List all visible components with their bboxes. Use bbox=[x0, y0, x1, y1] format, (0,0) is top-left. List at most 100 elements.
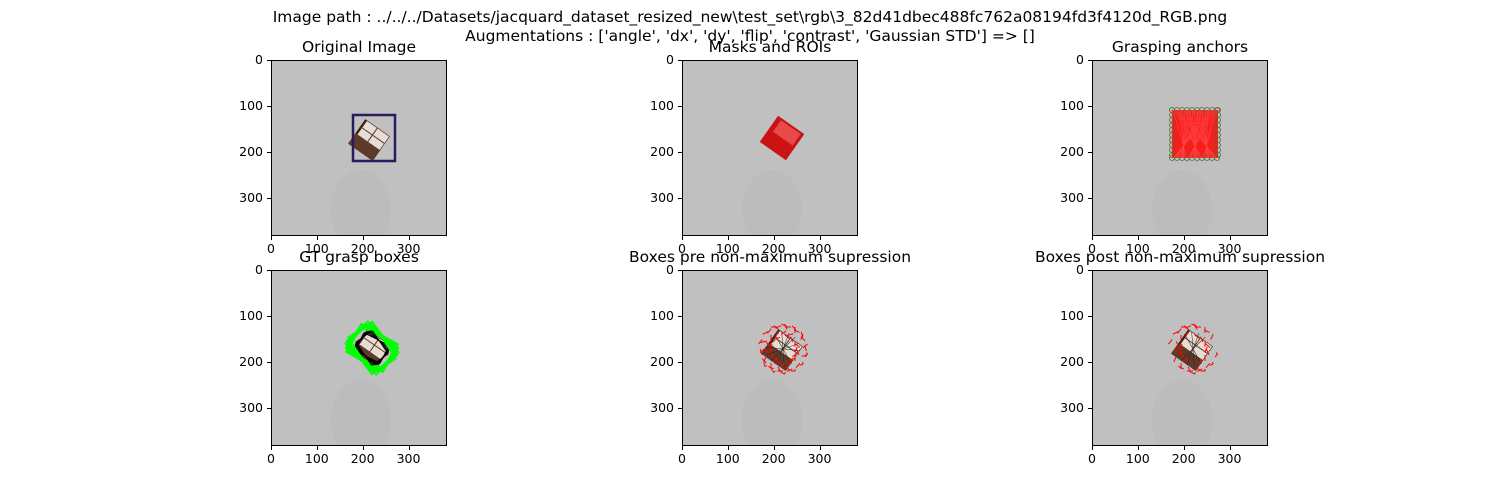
axes-frame bbox=[271, 60, 447, 236]
x-tickmark bbox=[682, 446, 683, 450]
y-tickmark bbox=[267, 407, 271, 409]
y-tickmark bbox=[267, 270, 271, 271]
panel-original bbox=[271, 60, 447, 250]
x-tickmark bbox=[1137, 236, 1139, 240]
y-tick-label: 100 bbox=[1060, 97, 1084, 113]
x-tickmark bbox=[271, 236, 272, 240]
panel-title-anchors: Grasping anchors bbox=[1111, 38, 1249, 56]
y-tick-label: 200 bbox=[650, 143, 674, 159]
y-tickmark bbox=[678, 151, 682, 153]
y-tickmark bbox=[1088, 361, 1092, 363]
x-tickmark bbox=[1137, 446, 1139, 450]
y-tickmark bbox=[678, 315, 682, 317]
y-tickmark bbox=[678, 361, 682, 363]
y-tickmark bbox=[267, 315, 271, 317]
y-tick-label: 200 bbox=[1060, 143, 1084, 159]
x-tickmark bbox=[1229, 236, 1231, 240]
axes-frame bbox=[271, 270, 447, 446]
y-tick-label: 300 bbox=[1060, 189, 1084, 205]
x-tick-label: 0 bbox=[267, 241, 275, 256]
panel-title-original: Original Image bbox=[301, 38, 417, 56]
figure-title-line1: Image path : ../../../Datasets/jacquard_… bbox=[272, 8, 1228, 26]
y-tick-label: 100 bbox=[239, 97, 263, 113]
x-tickmark bbox=[1092, 236, 1093, 240]
x-tickmark bbox=[408, 236, 410, 240]
x-tickmark bbox=[1183, 446, 1185, 450]
y-tickmark bbox=[1088, 407, 1092, 409]
x-tick-label: 200 bbox=[761, 451, 786, 466]
x-tickmark bbox=[819, 446, 821, 450]
y-tick-label: 100 bbox=[1060, 307, 1084, 323]
panel-title-masks: Masks and ROIs bbox=[708, 38, 832, 56]
y-tickmark bbox=[678, 407, 682, 409]
x-tick-label: 0 bbox=[267, 451, 275, 466]
y-tick-label: 300 bbox=[1060, 399, 1084, 415]
x-tick-label: 200 bbox=[761, 241, 786, 256]
y-tickmark bbox=[678, 60, 682, 61]
gt-grasp-boxes bbox=[344, 320, 400, 376]
x-tick-label: 300 bbox=[807, 241, 832, 256]
panel-title-post: Boxes post non-maximum supression bbox=[1034, 248, 1326, 266]
x-tick-label: 200 bbox=[350, 241, 375, 256]
x-tick-label: 200 bbox=[1171, 451, 1196, 466]
x-tickmark bbox=[271, 446, 272, 450]
y-tickmark bbox=[1088, 151, 1092, 153]
x-tick-label: 100 bbox=[304, 451, 329, 466]
y-tickmark bbox=[1088, 60, 1092, 61]
x-tickmark bbox=[773, 446, 775, 450]
y-tickmark bbox=[678, 270, 682, 271]
x-tick-label: 0 bbox=[678, 241, 686, 256]
y-tickmark bbox=[267, 105, 271, 107]
panel-post bbox=[1092, 270, 1268, 460]
y-tick-label: 300 bbox=[239, 189, 263, 205]
y-tick-label: 100 bbox=[650, 97, 674, 113]
y-tick-label: 200 bbox=[239, 143, 263, 159]
y-tick-label: 0 bbox=[666, 52, 674, 67]
panel-title-pre: Boxes pre non-maximum supression bbox=[628, 248, 912, 266]
x-tick-label: 300 bbox=[807, 451, 832, 466]
x-tick-label: 100 bbox=[1125, 241, 1150, 256]
x-tickmark bbox=[727, 446, 729, 450]
y-tickmark bbox=[267, 60, 271, 61]
y-tick-label: 0 bbox=[1076, 262, 1084, 277]
y-tickmark bbox=[1088, 315, 1092, 317]
panel-gt bbox=[271, 270, 447, 460]
x-tick-label: 0 bbox=[678, 451, 686, 466]
y-tick-label: 200 bbox=[239, 353, 263, 369]
panel-title-gt: GT grasp boxes bbox=[299, 248, 419, 266]
y-tickmark bbox=[678, 105, 682, 107]
axes-frame bbox=[1092, 60, 1268, 236]
x-tick-label: 0 bbox=[1088, 241, 1096, 256]
x-tickmark bbox=[1183, 236, 1185, 240]
x-tick-label: 200 bbox=[1171, 241, 1196, 256]
y-tick-label: 0 bbox=[255, 52, 263, 67]
x-tick-label: 100 bbox=[304, 241, 329, 256]
y-tickmark bbox=[1088, 197, 1092, 199]
y-tickmark bbox=[678, 197, 682, 199]
y-tick-label: 300 bbox=[239, 399, 263, 415]
x-tick-label: 100 bbox=[1125, 451, 1150, 466]
y-tick-label: 100 bbox=[650, 307, 674, 323]
cube-object bbox=[348, 119, 390, 161]
y-tickmark bbox=[1088, 105, 1092, 107]
x-tickmark bbox=[682, 236, 683, 240]
y-tickmark bbox=[267, 151, 271, 153]
x-tickmark bbox=[316, 446, 318, 450]
y-tick-label: 200 bbox=[1060, 353, 1084, 369]
x-tickmark bbox=[773, 236, 775, 240]
x-tick-label: 300 bbox=[396, 451, 421, 466]
mask-region bbox=[759, 115, 805, 161]
x-tickmark bbox=[408, 446, 410, 450]
y-tick-label: 0 bbox=[666, 262, 674, 277]
axes-frame bbox=[682, 270, 858, 446]
x-tick-label: 300 bbox=[396, 241, 421, 256]
x-tick-label: 100 bbox=[715, 241, 740, 256]
roi-box bbox=[351, 113, 397, 163]
y-tick-label: 0 bbox=[255, 262, 263, 277]
x-tick-label: 100 bbox=[715, 451, 740, 466]
x-tickmark bbox=[362, 446, 364, 450]
panel-masks bbox=[682, 60, 858, 250]
x-tickmark bbox=[362, 236, 364, 240]
y-tick-label: 300 bbox=[650, 399, 674, 415]
anchor-grid bbox=[1169, 107, 1221, 161]
